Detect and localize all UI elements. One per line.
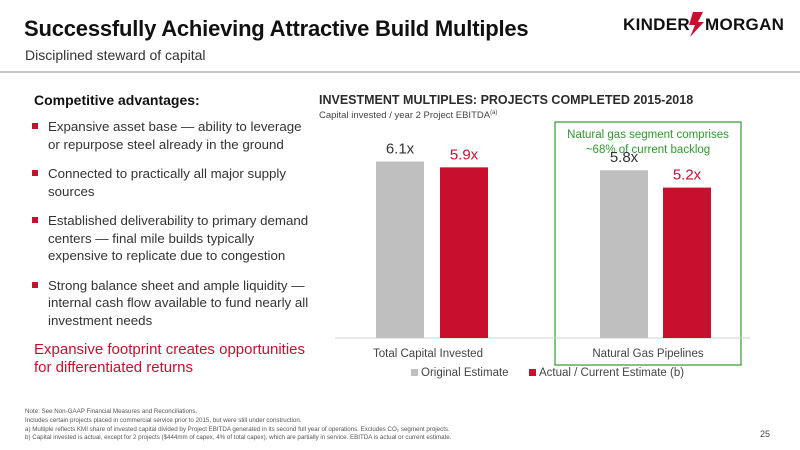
bar-value-label: 5.9x xyxy=(450,146,479,163)
legend-swatch xyxy=(529,369,536,376)
advantages-list: Expansive asset base — ability to levera… xyxy=(32,118,314,341)
company-logo: KINDER MORGAN xyxy=(623,12,783,37)
legend-swatch xyxy=(411,369,418,376)
footnote-line: b) Capital invested is actual, except fo… xyxy=(25,434,452,442)
legend-label: Actual / Current Estimate (b) xyxy=(539,367,684,379)
advantage-text: Strong balance sheet and ample liquidity… xyxy=(48,277,309,328)
bullet-marker xyxy=(32,217,38,223)
logo-text-left: KINDER xyxy=(623,15,690,34)
bullet-marker xyxy=(32,170,38,176)
bar-value-label: 6.1x xyxy=(386,141,415,158)
lightning-bolt-icon xyxy=(689,12,704,37)
category-label: Total Capital Invested xyxy=(373,348,483,360)
chart-subtitle: Capital invested / year 2 Project EBITDA… xyxy=(319,110,497,121)
advantage-item: Established deliverability to primary de… xyxy=(32,212,314,265)
footnotes: Note: See Non-GAAP Financial Measures an… xyxy=(25,408,745,443)
highlight-annotation: Natural gas segment comprises ~68% of cur… xyxy=(567,129,729,156)
page-title: Successfully Achieving Attractive Build … xyxy=(24,16,529,41)
bullet-marker xyxy=(32,281,38,288)
legend-label: Original Estimate xyxy=(421,367,509,379)
bar-actual xyxy=(440,167,488,338)
footnote-line: Note: See Non-GAAP Financial Measures an… xyxy=(25,408,198,415)
footnote-line: a) Multiple reflects KMI share of invest… xyxy=(25,425,450,433)
category-label: Natural Gas Pipelines xyxy=(592,348,703,360)
bar-value-label: 5.8x xyxy=(610,149,639,166)
advantages-heading: Competitive advantages: xyxy=(34,92,200,108)
advantage-item: Connected to practically all major suppl… xyxy=(32,165,314,200)
header-divider xyxy=(0,71,800,73)
advantage-item: Expansive asset base — ability to levera… xyxy=(32,118,314,153)
advantage-text: Established deliverability to primary de… xyxy=(48,213,309,263)
highlight-box xyxy=(554,121,742,366)
advantage-text: Expansive asset base — ability to levera… xyxy=(48,119,302,152)
chart-subtitle-footnote-ref: (a) xyxy=(490,110,498,116)
advantage-item: Strong balance sheet and ample liquidity… xyxy=(32,277,314,330)
page-subtitle: Disciplined steward of capital xyxy=(25,47,206,63)
footnote-line: Includes certain projects placed in comm… xyxy=(25,416,302,424)
logo-text-right: MORGAN xyxy=(705,15,783,34)
bar-original xyxy=(600,170,648,338)
chart-title: INVESTMENT MULTIPLES: PROJECTS COMPLETED… xyxy=(319,93,694,107)
page-number: 25 xyxy=(760,429,771,439)
advantage-text: Connected to practically all major suppl… xyxy=(48,166,286,199)
bar-original xyxy=(376,161,424,338)
bar-actual xyxy=(663,187,711,338)
bullet-marker xyxy=(32,123,38,129)
bar-value-label: 5.2x xyxy=(673,167,702,184)
footprint-callout: Expansive footprint creates opportunitie… xyxy=(34,341,305,376)
chart-subtitle-text: Capital invested / year 2 Project EBITDA xyxy=(319,110,491,122)
